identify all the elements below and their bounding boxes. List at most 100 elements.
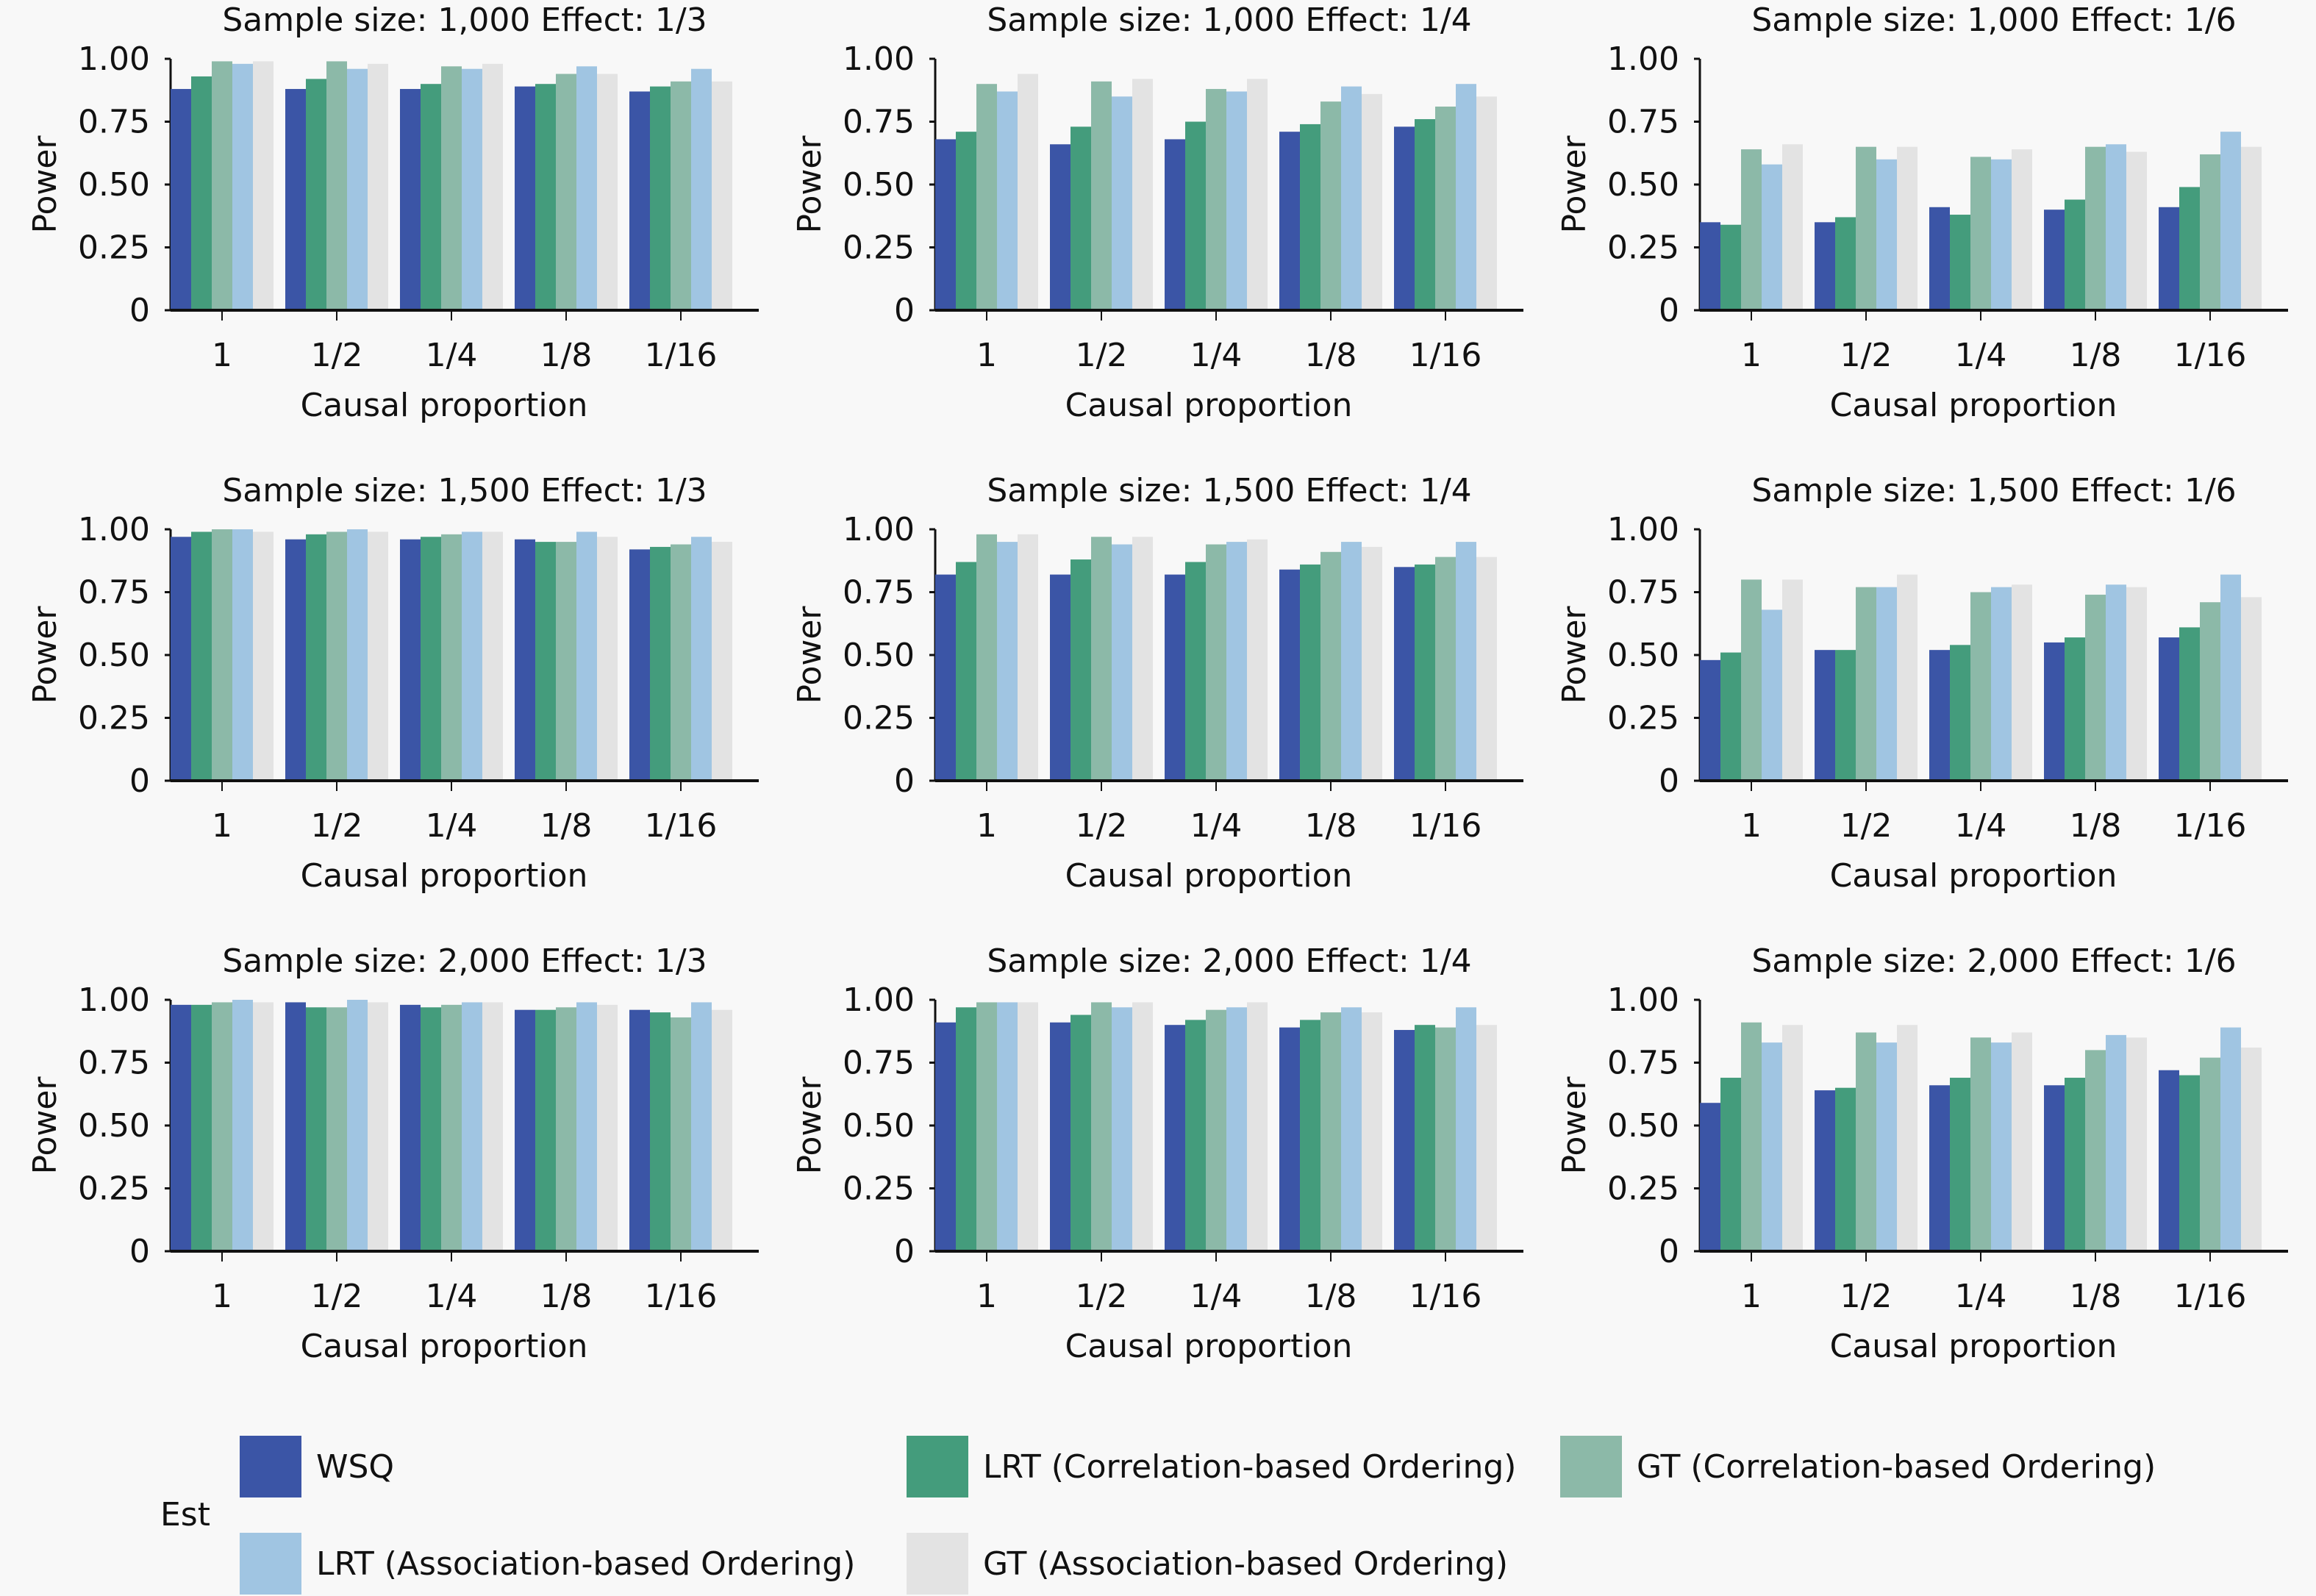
y-tick-label: 0.75 [843,1045,915,1082]
bar [1071,559,1091,781]
x-tick-label: 1/16 [645,337,718,374]
y-tick-label: 1.00 [843,511,915,548]
y-tick-label: 0.50 [78,1107,150,1145]
bar [1165,574,1185,781]
y-tick-label: 0.50 [1607,166,1679,204]
bar [1762,1042,1782,1251]
bar [1091,537,1112,781]
bar [1279,1027,1300,1251]
bar [1185,1020,1206,1251]
bar [1341,1007,1362,1251]
legend-item-gt-correlation: GT (Correlation-based Ordering) [1560,1436,2156,1497]
bar [285,539,306,781]
bar [171,537,191,781]
bar [1700,1103,1720,1251]
bar [421,1007,441,1251]
y-axis-label: Power [26,1076,64,1175]
y-axis-label: Power [1556,1076,1593,1175]
bar [1050,144,1071,310]
bar [2044,1085,2065,1251]
bar [2200,602,2220,781]
bar [368,532,388,781]
bar [1165,139,1185,310]
bar [1815,1090,1835,1251]
bar [935,574,956,781]
y-axis-label: Power [791,1076,829,1175]
bar [576,1002,597,1251]
bar [1226,91,1247,311]
bar [691,1002,712,1251]
legend-title: Est [160,1496,210,1534]
bar [1815,222,1835,310]
y-tick-label: 0.50 [1607,637,1679,674]
bar [1720,224,1741,310]
bar [629,549,650,781]
y-tick-label: 1.00 [78,40,150,78]
bar [535,542,556,781]
legend-item-wsq: WSQ [240,1436,394,1497]
bar [1782,579,1803,781]
x-tick-label: 1/2 [311,337,363,374]
bar [1456,1007,1476,1251]
bar [285,1002,306,1251]
legend-item-gt-association: GT (Association-based Ordering) [907,1533,1508,1595]
bar [956,562,976,781]
bar [1720,652,1741,781]
bar [976,534,997,781]
y-tick-label: 0 [1659,762,1679,800]
bar [212,61,232,311]
bar [1950,645,1970,781]
bar [1950,215,1970,310]
bar [2044,210,2065,310]
bar [650,546,671,781]
bar [253,61,274,311]
panel-title: Sample size: 1,500 Effect: 1/4 [987,472,1471,509]
bar [515,86,535,311]
bar [232,529,253,781]
bar [1835,650,1856,781]
bar [515,1009,535,1251]
bar [1700,222,1720,310]
x-tick-label: 1/2 [1840,807,1893,845]
y-axis-label: Power [26,606,64,704]
chart-panel-7: Sample size: 2,000 Effect: 1/3 0 0.25 0.50 0… [26,942,759,1365]
y-tick-label: 0.75 [78,574,150,612]
x-tick-label: 1/2 [1076,337,1128,374]
bar [712,542,732,781]
bar [2179,627,2200,781]
bar [347,68,368,311]
x-tick-label: 1/4 [1955,1278,2007,1315]
bar [1112,544,1132,781]
bar [2200,1057,2220,1251]
legend-swatch-lrt-association [240,1533,301,1595]
panel-title: Sample size: 1,000 Effect: 1/4 [987,1,1471,39]
y-tick-label: 0.75 [843,104,915,141]
x-tick-label: 1/2 [311,1278,363,1315]
legend-swatch-wsq [240,1436,301,1497]
bar [1206,1009,1226,1251]
bar [1991,587,2012,781]
x-tick-label: 1/8 [2070,337,2122,374]
x-tick-label: 1/16 [2174,807,2247,845]
x-tick-label: 1/4 [1190,1278,1243,1315]
y-tick-label: 1.00 [78,981,150,1019]
bar [535,84,556,310]
bar [191,532,212,781]
panel-title: Sample size: 1,500 Effect: 1/6 [1751,472,2236,509]
y-tick-label: 0.25 [1607,229,1679,267]
y-tick-label: 1.00 [1607,511,1679,548]
y-tick-label: 0.75 [843,574,915,612]
bar [1700,659,1720,781]
legend-item-lrt-correlation: LRT (Correlation-based Ordering) [907,1436,1516,1497]
bar [2241,597,2262,781]
bar [691,68,712,311]
bar [1247,1002,1268,1251]
bar [1476,557,1497,781]
panel-title: Sample size: 2,000 Effect: 1/4 [987,942,1471,980]
x-tick-label: 1 [212,337,232,374]
panel-title: Sample size: 2,000 Effect: 1/3 [222,942,707,980]
bar [2241,146,2262,310]
bar [2085,594,2106,781]
y-tick-label: 0 [129,762,150,800]
bar [2012,149,2032,310]
